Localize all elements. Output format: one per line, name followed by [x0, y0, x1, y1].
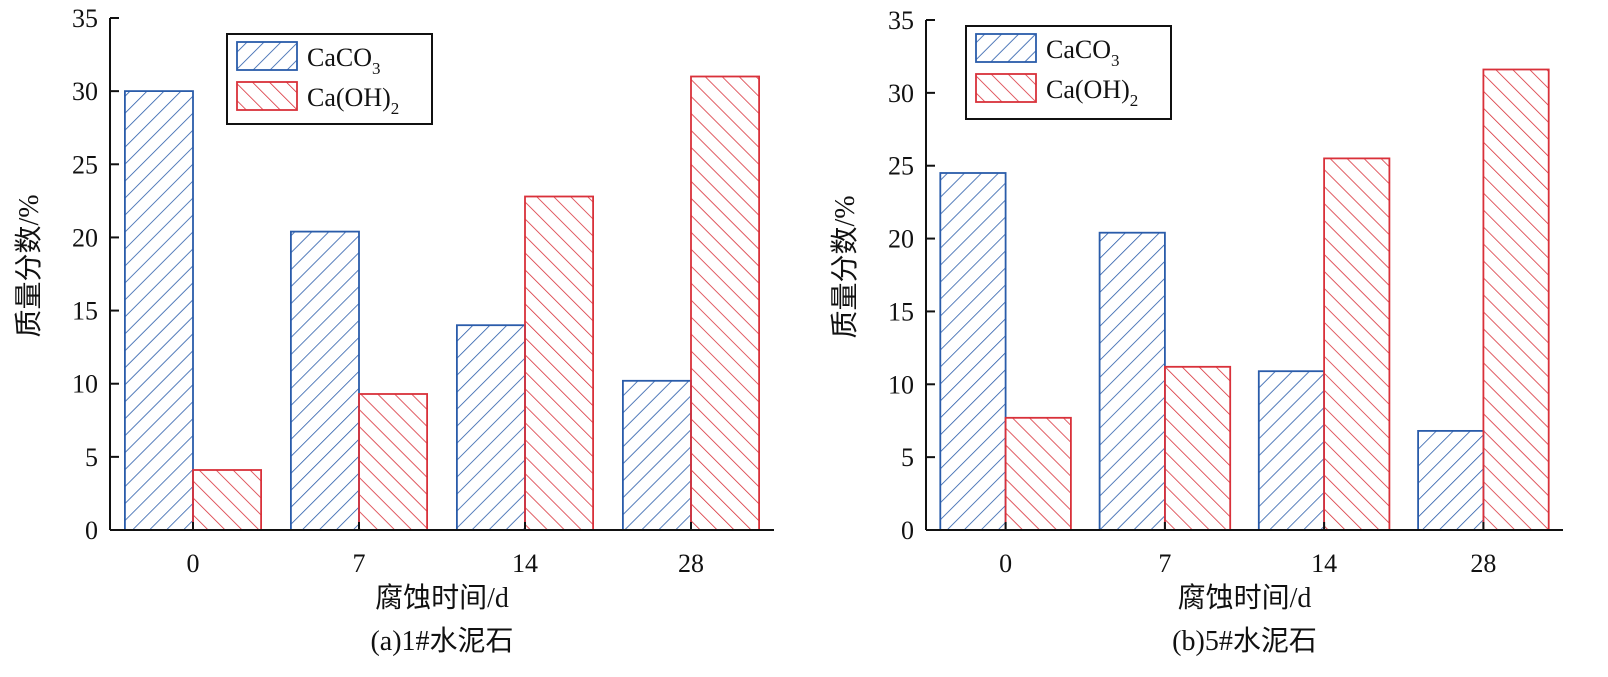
- y-tick-label: 35: [72, 4, 98, 33]
- x-tick-label: 7: [353, 549, 366, 578]
- bar-a-series0-14: [455, 324, 526, 531]
- y-tick-label: 5: [901, 443, 914, 472]
- bar-b-series0-28: [1417, 429, 1485, 531]
- x-axis-title: 腐蚀时间/d: [375, 582, 509, 614]
- chart-panel-a: 0 5 10 15 20 25 30 35 0 7 14 28 腐蚀时间/d 质量分数/% (a)1#水泥石…: [13, 4, 774, 657]
- x-tick-label: 0: [999, 549, 1012, 578]
- y-tick-label: 35: [888, 6, 914, 35]
- y-axis-title: 质量分数/%: [13, 194, 45, 337]
- legend-label-subscript: 2: [391, 99, 400, 118]
- x-tick-label: 14: [1311, 549, 1337, 578]
- x-axis-title: 腐蚀时间/d: [1178, 582, 1312, 614]
- bar-a-series0-0: [124, 90, 194, 531]
- bar-a-series0-28: [622, 379, 692, 531]
- y-tick-label: 20: [888, 225, 914, 254]
- legend-swatch: [975, 33, 1037, 63]
- bar-a-series1-7: [358, 393, 428, 531]
- bar-b-series1-28: [1482, 68, 1550, 531]
- legend-label-subscript: 3: [372, 59, 381, 78]
- y-tick-label: 25: [888, 152, 914, 181]
- bar-b-series0-14: [1257, 370, 1326, 531]
- bar-b-series1-0: [1004, 416, 1072, 531]
- bar-a-series0-7: [289, 230, 360, 531]
- y-tick-label: 30: [72, 77, 98, 106]
- legend-swatch: [975, 73, 1037, 103]
- chart-panel-b: 0 5 10 15 20 25 30 35 0 7 14 28 腐蚀时间/d 质量分数/% (b)5#水泥石…: [829, 6, 1563, 657]
- y-tick-label: 20: [72, 223, 98, 252]
- y-axis-title: 质量分数/%: [829, 195, 861, 338]
- y-tick-label: 10: [888, 370, 914, 399]
- bar-a-series1-0: [192, 469, 262, 531]
- x-tick-label: 7: [1158, 549, 1171, 578]
- y-tick-label: 5: [85, 443, 98, 472]
- panel-caption: (a)1#水泥石: [370, 625, 513, 657]
- bar-b-series0-7: [1098, 231, 1166, 531]
- legend-label-subscript: 2: [1130, 91, 1139, 110]
- y-tick-label: 15: [888, 297, 914, 326]
- x-tick-label: 28: [1470, 549, 1496, 578]
- y-tick-label: 30: [888, 79, 914, 108]
- bar-a-series1-14: [524, 195, 594, 531]
- y-tick-label: 15: [72, 297, 98, 326]
- bar-b-series1-14: [1323, 157, 1391, 531]
- legend-label-subscript: 3: [1111, 51, 1120, 70]
- panel-caption: (b)5#水泥石: [1172, 625, 1317, 657]
- bar-a-series1-28: [690, 75, 760, 531]
- y-tick-label: 10: [72, 370, 98, 399]
- bar-b-series0-0: [939, 172, 1007, 531]
- legend-swatch: [236, 41, 298, 71]
- bar-b-series1-7: [1164, 365, 1232, 531]
- x-tick-label: 0: [187, 549, 200, 578]
- x-tick-label: 28: [678, 549, 704, 578]
- legend-swatch: [236, 81, 298, 111]
- y-tick-label: 0: [85, 516, 98, 545]
- y-tick-label: 25: [72, 150, 98, 179]
- y-tick-label: 0: [901, 516, 914, 545]
- x-tick-label: 14: [512, 549, 538, 578]
